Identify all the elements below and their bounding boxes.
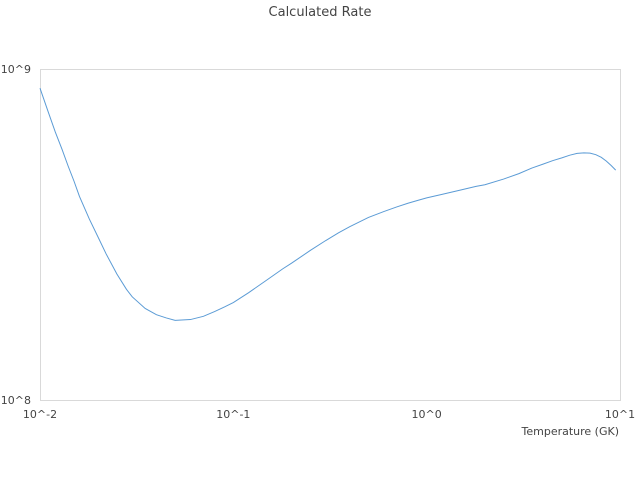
x-tick-label: 10^-2 — [23, 408, 57, 421]
y-tick-label: 10^8 — [1, 394, 31, 407]
plot-area — [40, 69, 621, 401]
series-line — [39, 88, 617, 321]
series-layer — [39, 88, 617, 321]
chart-title: Calculated Rate — [269, 5, 372, 20]
x-tick-label: 10^0 — [412, 408, 442, 421]
x-tick-label: 10^1 — [605, 408, 635, 421]
x-tick-label: 10^-1 — [216, 408, 250, 421]
y-axis: 10^8 10^9 — [1, 63, 31, 407]
y-tick-label: 10^9 — [1, 63, 31, 76]
x-axis: 10^-2 10^-1 10^0 10^1 — [23, 408, 635, 421]
x-axis-title: Temperature (GK) — [521, 425, 620, 438]
